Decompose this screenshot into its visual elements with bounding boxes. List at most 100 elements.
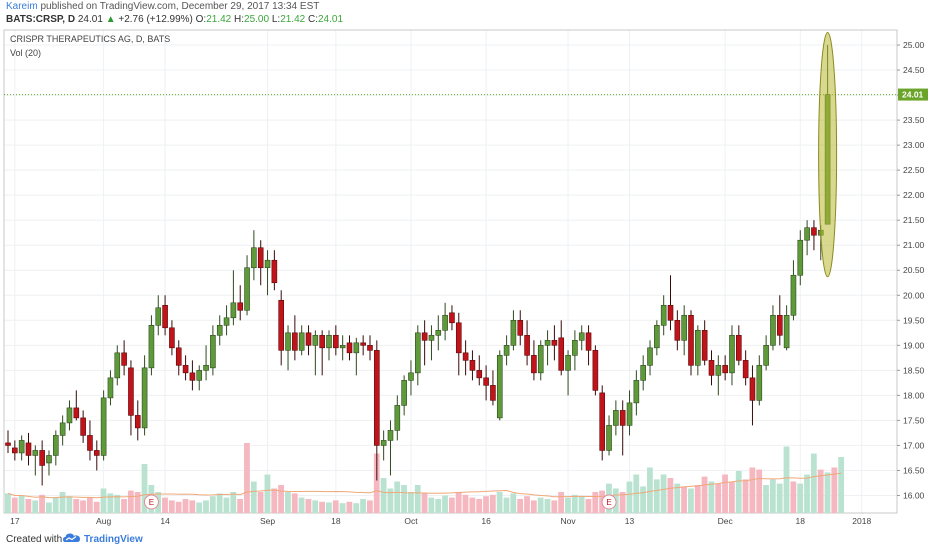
x-tick-label: 17 (10, 516, 20, 526)
volume-bar (448, 497, 455, 513)
candle-body (599, 392, 606, 451)
volume-bar (66, 496, 73, 513)
volume-bar (291, 493, 298, 513)
last-price-badge-label: 24.01 (902, 90, 924, 100)
volume-bar (121, 499, 127, 513)
volume-bar (688, 488, 694, 513)
earnings-marker-label: E (606, 498, 611, 507)
candle-body (537, 345, 544, 374)
candle-body (312, 335, 319, 346)
time-axis[interactable]: 17 Aug 14 Sep 18 Oct 16 Nov 13 Dec 18 2018 (10, 516, 871, 526)
x-tick-label: Nov (560, 516, 576, 526)
volume-bar (558, 492, 565, 513)
candle-body (715, 365, 722, 376)
volume-bar (182, 499, 189, 513)
candle-body (271, 259, 278, 284)
candle-body (216, 325, 223, 336)
candle-body (510, 320, 517, 346)
y-tick-label: 18.00 (903, 390, 925, 400)
candle-body (681, 314, 687, 341)
candle-body (59, 422, 66, 436)
volume-bar (298, 497, 305, 513)
volume-bar (127, 490, 134, 513)
volume-bar (25, 499, 32, 513)
volume-bar (230, 492, 237, 513)
candle-body (121, 352, 127, 366)
volume-bar (319, 501, 325, 513)
candle-body (756, 365, 763, 401)
volume-bar (168, 500, 175, 513)
candle-body (414, 332, 421, 374)
candle-body (640, 365, 646, 381)
y-tick-label: 25.00 (903, 40, 925, 50)
symbol-label: BATS:CRSP, D (6, 14, 76, 25)
x-tick-label: 2018 (852, 516, 871, 526)
candle-body (162, 304, 168, 329)
candle-body (496, 355, 503, 419)
change-arrow: ▲ (105, 14, 116, 25)
candle-body (695, 330, 701, 366)
candle-body (688, 314, 694, 366)
candle-body (333, 335, 339, 349)
volume-bar (209, 496, 216, 513)
candle-body (244, 267, 250, 311)
candle-body (647, 347, 653, 366)
candle-body (503, 345, 510, 356)
candle-body (12, 447, 18, 454)
volume-bar (421, 493, 428, 513)
candle-body (39, 450, 45, 466)
volume-bar (715, 483, 722, 513)
volume-bar (626, 481, 633, 513)
candle-body (73, 407, 80, 419)
price-axis[interactable]: 16.00 16.50 17.00 17.50 18.00 18.50 19.00 19.50… (897, 40, 928, 500)
volume-bar (11, 497, 18, 513)
x-tick-label: 16 (481, 516, 491, 526)
candle-body (107, 377, 114, 399)
candle-body (100, 397, 107, 456)
volume-bar (592, 492, 599, 513)
y-tick-label: 19.50 (903, 315, 925, 325)
candle-body (278, 299, 285, 351)
volume-bar (722, 474, 728, 513)
volume-bar (80, 500, 86, 513)
volume-bar (469, 497, 476, 513)
y-tick-label: 16.00 (903, 490, 925, 500)
x-tick-label: Aug (96, 516, 111, 526)
candle-body (394, 405, 401, 431)
candle-body (708, 360, 715, 376)
candle-body (455, 322, 462, 354)
y-tick-label: 23.50 (903, 115, 925, 125)
candle-body (558, 337, 565, 371)
candle-body (585, 332, 592, 351)
candle-body (770, 314, 776, 346)
volume-bar (476, 499, 483, 513)
candle-body (592, 350, 599, 391)
volume-bar (462, 494, 469, 513)
volume-bar (250, 481, 257, 513)
candle-body (339, 345, 346, 349)
volume-bar (831, 467, 838, 513)
candle-body (32, 450, 39, 456)
created-with-text: Created with (6, 534, 63, 545)
last-price-badge (898, 88, 928, 101)
volume-bar (530, 500, 537, 513)
tradingview-brand[interactable]: TradingView (84, 534, 143, 545)
candle-body (319, 335, 325, 349)
volume-bar (565, 497, 571, 513)
volume-bar (114, 494, 121, 513)
volume-bar (537, 497, 544, 513)
volume-bar (735, 471, 742, 513)
candle-body (790, 274, 797, 316)
candle-body (763, 345, 769, 366)
volume-bar (544, 499, 551, 513)
candle-body (182, 365, 189, 374)
volume-bar (681, 486, 687, 513)
volume-bar (503, 497, 510, 513)
author-link[interactable]: Kareim (6, 1, 38, 12)
volume-bar (216, 493, 223, 513)
x-tick-label: 14 (160, 516, 170, 526)
candlestick-chart[interactable]: CRISPR THERAPEUTICS AG, D, BATS Vol (20)… (0, 0, 932, 528)
candle-body (203, 365, 209, 371)
volume-bar (407, 492, 414, 513)
volume-bar (783, 446, 790, 513)
